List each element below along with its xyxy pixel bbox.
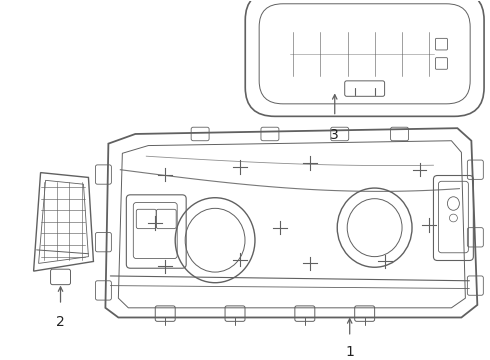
Text: 3: 3 xyxy=(330,128,339,142)
Polygon shape xyxy=(105,128,477,318)
FancyBboxPatch shape xyxy=(245,0,484,116)
Text: 1: 1 xyxy=(345,345,354,359)
Text: 2: 2 xyxy=(56,315,65,329)
Polygon shape xyxy=(34,172,94,271)
